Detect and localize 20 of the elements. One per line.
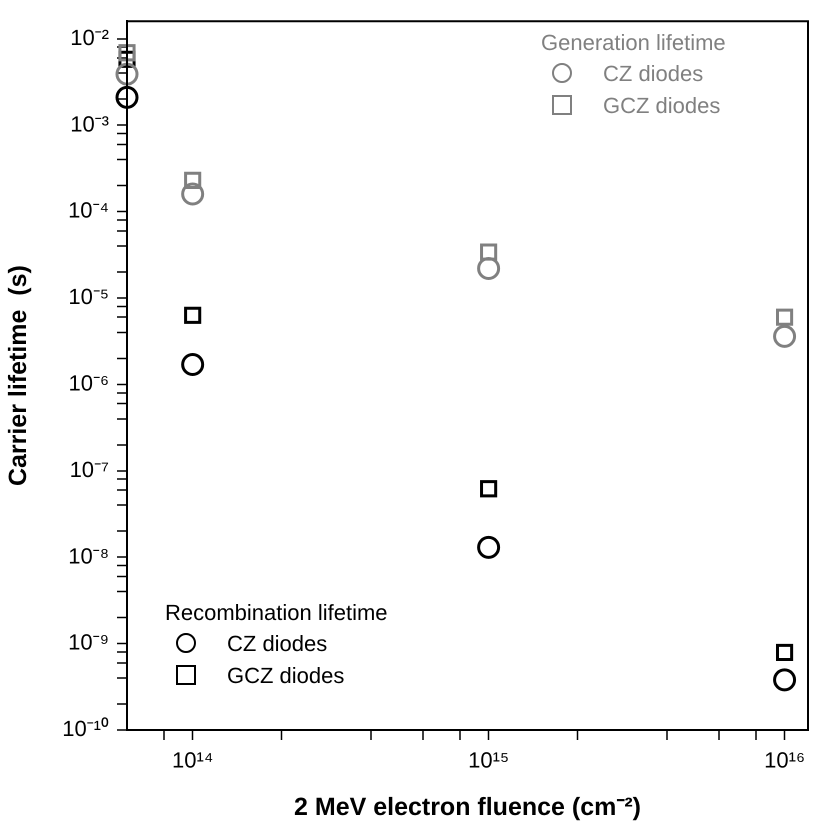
x-tick-label: 10¹⁶ <box>764 747 805 772</box>
x-tick-label: 10¹⁴ <box>172 747 214 772</box>
y-tick-label: 10⁻⁵ <box>68 284 109 310</box>
y-tick-label: 10⁻⁴ <box>68 198 109 223</box>
legend-label: CZ diodes <box>227 631 328 656</box>
annotation: Generation lifetime <box>541 30 726 55</box>
x-tick-label: 10¹⁵ <box>468 747 510 772</box>
y-tick-label: 10⁻⁷ <box>70 456 110 482</box>
y-axis-title: Carrier lifetime (s) <box>4 265 32 486</box>
y-tick-label: 10⁻² <box>70 24 109 50</box>
legend-label: GCZ diodes <box>603 93 720 118</box>
y-tick-label: 10⁻³ <box>70 111 109 136</box>
legend-label: GCZ diodes <box>227 663 344 688</box>
y-tick-label: 10⁻¹⁰ <box>62 716 109 742</box>
annotation: Recombination lifetime <box>165 600 388 625</box>
y-tick-label: 10⁻⁸ <box>68 543 109 568</box>
y-tick-label: 10⁻⁹ <box>68 630 109 655</box>
legend-label: CZ diodes <box>603 61 704 86</box>
x-axis-title: 2 MeV electron fluence (cm⁻²) <box>294 792 641 821</box>
y-tick-label: 10⁻⁶ <box>68 370 109 396</box>
